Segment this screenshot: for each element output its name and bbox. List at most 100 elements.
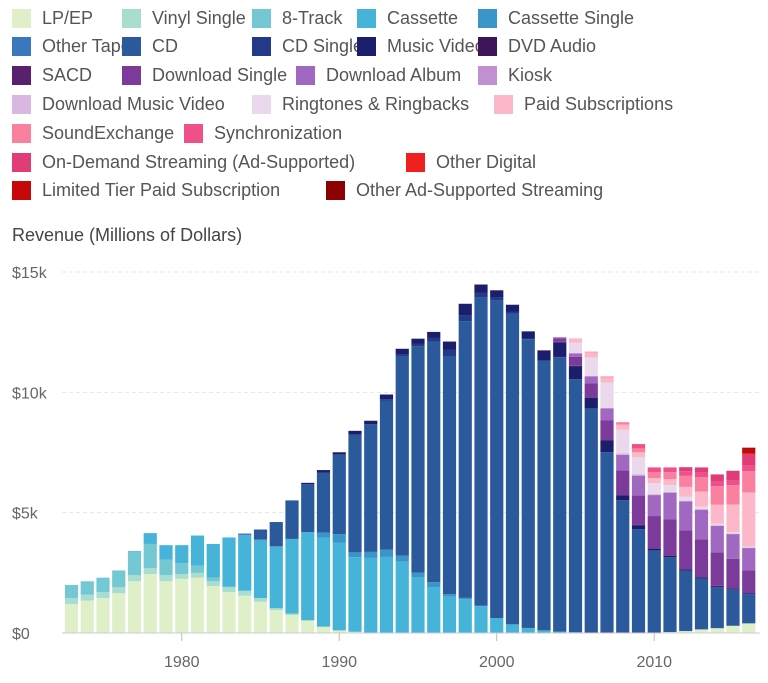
- bar-segment-download-album: [710, 525, 724, 553]
- x-tick-label: 1990: [321, 654, 357, 671]
- legend-swatch: [122, 37, 141, 57]
- legend-label: Other Tapes: [42, 36, 140, 57]
- bar-stack-2011: [663, 467, 677, 633]
- bar-segment-lp-ep: [679, 631, 693, 633]
- bar-segment-music-video: [631, 525, 646, 530]
- bar-segment-cassette: [222, 537, 236, 587]
- bar-segment-cassette: [379, 556, 394, 633]
- bar-segment-cd: [285, 500, 299, 539]
- bar-stack-1982: [206, 543, 220, 633]
- bar-segment-download-album: [742, 548, 756, 571]
- legend-item-synchronization: Synchronization: [184, 121, 342, 145]
- x-tick-label: 1980: [164, 654, 200, 671]
- bar-segment-download-music-video: [616, 453, 630, 455]
- bar-segment-vinyl-single: [222, 587, 236, 593]
- legend-label: Music Video: [387, 36, 485, 57]
- bar-segment-cassette-single: [316, 532, 331, 538]
- bar-segment-synchronization: [647, 467, 661, 472]
- bar-segment-cd: [348, 434, 362, 553]
- legend-item-limited-tier-paid-subscription: Limited Tier Paid Subscription: [12, 179, 280, 203]
- legend-item-cassette-single: Cassette Single: [478, 6, 634, 30]
- bar-segment-soundexchange: [726, 485, 740, 505]
- legend-swatch: [12, 8, 31, 28]
- bar-segment-music-video: [411, 338, 425, 344]
- bar-segment-cd: [710, 587, 724, 629]
- bar-segment-cassette: [206, 543, 220, 578]
- bar-segment-cassette: [143, 533, 157, 544]
- bar-segment-download-music-video: [631, 474, 646, 476]
- bar-segment-download-album: [647, 495, 661, 517]
- bar-segment-lp-ep: [348, 631, 362, 633]
- bar-segment-cassette: [490, 618, 504, 633]
- bar-segment-synchronization: [726, 480, 740, 486]
- bar-segment-cassette: [301, 532, 315, 620]
- bar-stack-2016: [742, 447, 756, 633]
- bar-segment-music-video: [348, 430, 362, 435]
- legend-item-other-ad-supported-streaming: Other Ad-Supported Streaming: [326, 179, 603, 203]
- bar-segment-cassette: [127, 551, 142, 553]
- bar-segment-cd: [521, 339, 535, 628]
- bar-segment-paid-subscriptions: [726, 504, 740, 533]
- bar-segment-cd: [679, 570, 693, 632]
- legend-label: Download Single: [152, 65, 288, 86]
- bar-segment-other-digital: [742, 453, 756, 455]
- bar-segment-lp-ep: [159, 581, 173, 633]
- bar-segment-cassette: [253, 540, 268, 599]
- bar-segment-cassette-single: [427, 582, 441, 588]
- y-tick-label: $15k: [12, 265, 48, 282]
- bar-segment-cd: [474, 297, 488, 606]
- bar-segment-vinyl-single: [80, 594, 94, 601]
- bar-segment-music-video: [521, 331, 535, 339]
- bar-segment-paid-subscriptions: [584, 352, 598, 358]
- bar-segment-cassette-single: [411, 572, 425, 578]
- legend-item-cd-single: CD Single: [252, 35, 363, 59]
- bar-segment-cassette-single: [442, 594, 457, 597]
- legend-label: SoundExchange: [42, 122, 175, 143]
- bar-segment-lp-ep: [332, 630, 346, 633]
- bar-segment-soundexchange: [742, 471, 756, 493]
- bar-segment-soundexchange: [647, 471, 661, 479]
- bar-segment-cd: [726, 589, 740, 626]
- legend-swatch: [478, 37, 497, 57]
- bar-segment-cassette: [269, 546, 283, 609]
- legend-swatch: [12, 37, 31, 57]
- bar-segment-lp-ep: [222, 592, 236, 633]
- bar-segment-vinyl-single: [159, 575, 173, 582]
- bar-segment-soundexchange: [710, 486, 724, 505]
- bar-segment-cassette: [474, 606, 488, 633]
- bar-stack-2013: [694, 467, 709, 633]
- bar-segment-ringtones-ringbacks: [600, 382, 614, 408]
- legend-item-ringtones-ringbacks: Ringtones & Ringbacks: [252, 92, 469, 116]
- bar-stack-1975: [96, 577, 110, 633]
- y-axis-label: Revenue (Millions of Dollars): [12, 225, 243, 245]
- bar-segment-download-album: [694, 509, 709, 540]
- bar-segment-download-single: [663, 519, 677, 556]
- bar-segment-lp-ep: [238, 595, 252, 633]
- bar-segment-cd-single: [442, 349, 457, 356]
- bar-stack-2005: [568, 338, 583, 634]
- y-tick-label: $0: [12, 626, 30, 643]
- legend-swatch: [12, 152, 31, 172]
- bar-segment-music-video: [458, 303, 472, 316]
- bar-segment-ringtones-ringbacks: [568, 342, 583, 353]
- bar-segment-on-demand-streaming-ad-supported: [694, 467, 709, 473]
- bar-segment-lp-ep: [112, 593, 126, 633]
- bar-segment-cd: [395, 355, 409, 556]
- bar-segment-cd: [505, 313, 520, 625]
- bar-segment-lp-ep: [96, 598, 110, 633]
- bar-stack-2004: [553, 336, 567, 634]
- bar-segment-cd: [568, 379, 583, 633]
- bar-segment-cd-single: [395, 354, 409, 356]
- legend-item-paid-subscriptions: Paid Subscriptions: [494, 92, 673, 116]
- bar-segment-cd-single: [490, 297, 504, 301]
- bar-segment-soundexchange: [616, 422, 630, 425]
- legend-swatch: [122, 8, 141, 28]
- bar-segment-ringtones-ringbacks: [647, 483, 661, 494]
- bar-segment-ringtones-ringbacks: [742, 546, 756, 548]
- bar-segment-other-tapes: [269, 546, 283, 547]
- bar-segment-cd-single: [521, 338, 535, 340]
- bar-segment-music-video: [505, 304, 520, 312]
- bar-segment-on-demand-streaming-ad-supported: [679, 467, 693, 472]
- bar-stack-2003: [537, 350, 551, 634]
- bar-segment-music-video: [742, 593, 756, 595]
